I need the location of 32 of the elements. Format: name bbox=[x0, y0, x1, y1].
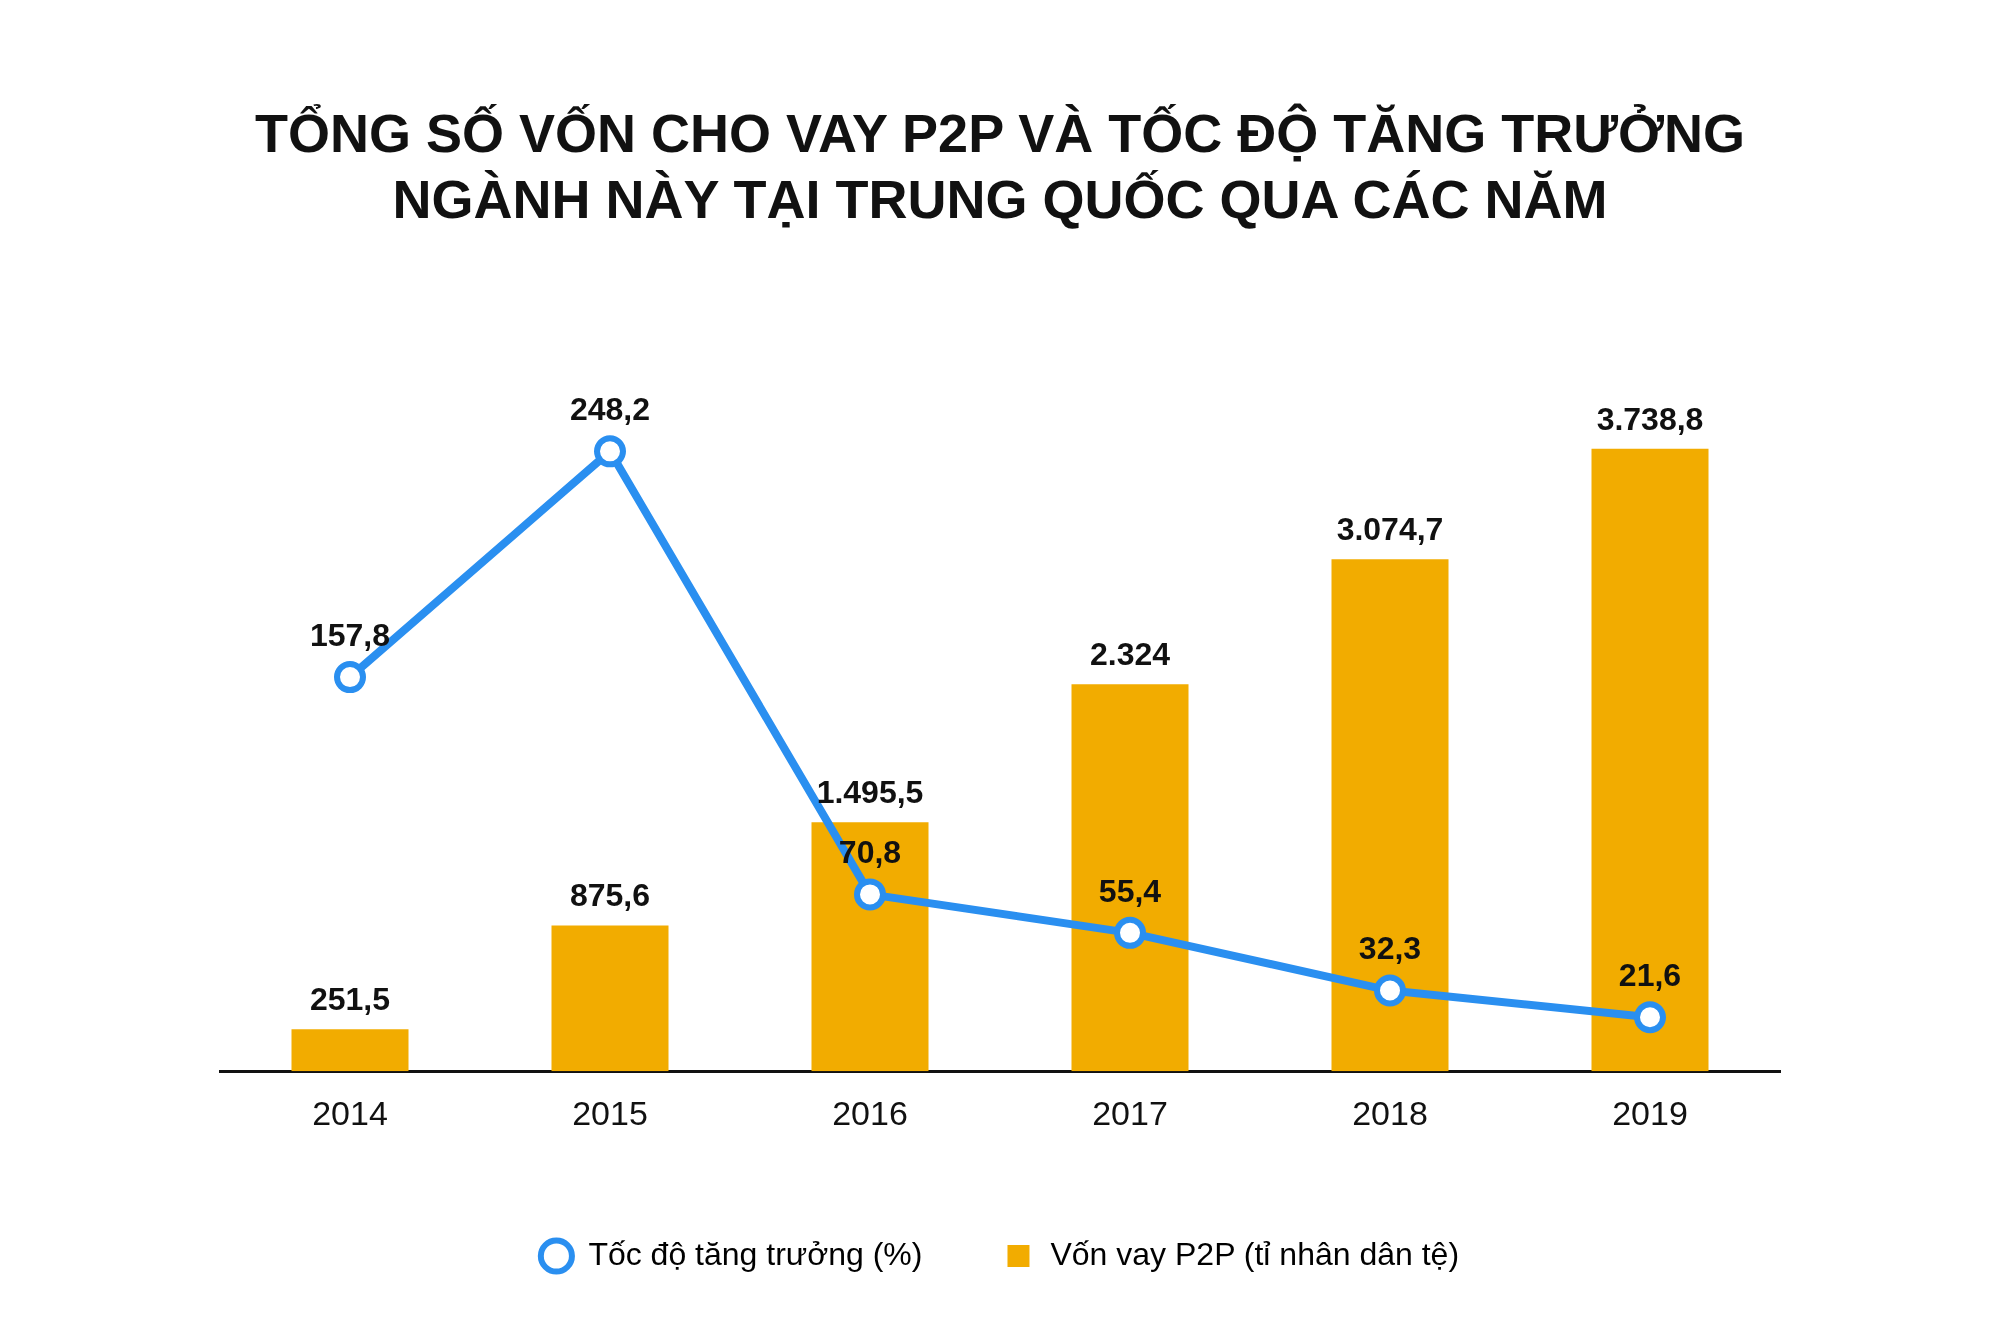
data-label: 21,6 bbox=[1618, 957, 1682, 994]
point bbox=[1634, 1001, 1666, 1034]
data-label: 2.324 bbox=[1089, 636, 1171, 673]
data-label: 3.738,8 bbox=[1596, 400, 1704, 437]
bar bbox=[1071, 684, 1189, 1072]
point bbox=[1114, 916, 1146, 949]
bar bbox=[551, 925, 669, 1072]
bar bbox=[811, 822, 929, 1072]
x-tick-label: 2016 bbox=[832, 1093, 908, 1132]
legend-label: Vốn vay P2P (tỉ nhân dân tệ) bbox=[1050, 1235, 1460, 1272]
point bbox=[334, 661, 366, 694]
legend-label: Tốc độ tăng trưởng (%) bbox=[588, 1235, 923, 1272]
data-label: 32,3 bbox=[1358, 930, 1422, 967]
point bbox=[1374, 974, 1406, 1007]
data-label: 875,6 bbox=[569, 877, 651, 914]
point bbox=[594, 435, 626, 468]
bar bbox=[291, 1029, 409, 1072]
point bbox=[854, 878, 886, 911]
data-label: 251,5 bbox=[309, 981, 391, 1018]
data-label: 157,8 bbox=[309, 616, 391, 653]
data-label: 3.074,7 bbox=[1336, 511, 1444, 548]
bar bbox=[1591, 448, 1709, 1072]
x-tick-label: 2014 bbox=[312, 1093, 388, 1132]
chart-title: TỔNG SỐ VỐN CHO VAY P2P VÀ TỐC ĐỘ TĂNG TRƯỞNG NGÀNH NÀY TẠI TRUNG QUỐC QUA CÁC NĂM bbox=[253, 102, 1747, 231]
data-label: 248,2 bbox=[569, 391, 651, 428]
x-tick-label: 2017 bbox=[1092, 1093, 1168, 1132]
x-tick-label: 2019 bbox=[1612, 1093, 1688, 1132]
data-label: 1.495,5 bbox=[816, 774, 924, 811]
data-label: 55,4 bbox=[1098, 872, 1162, 909]
x-tick-label: 2018 bbox=[1352, 1093, 1428, 1132]
bar bbox=[1331, 559, 1449, 1072]
x-tick-label: 2015 bbox=[572, 1093, 648, 1132]
